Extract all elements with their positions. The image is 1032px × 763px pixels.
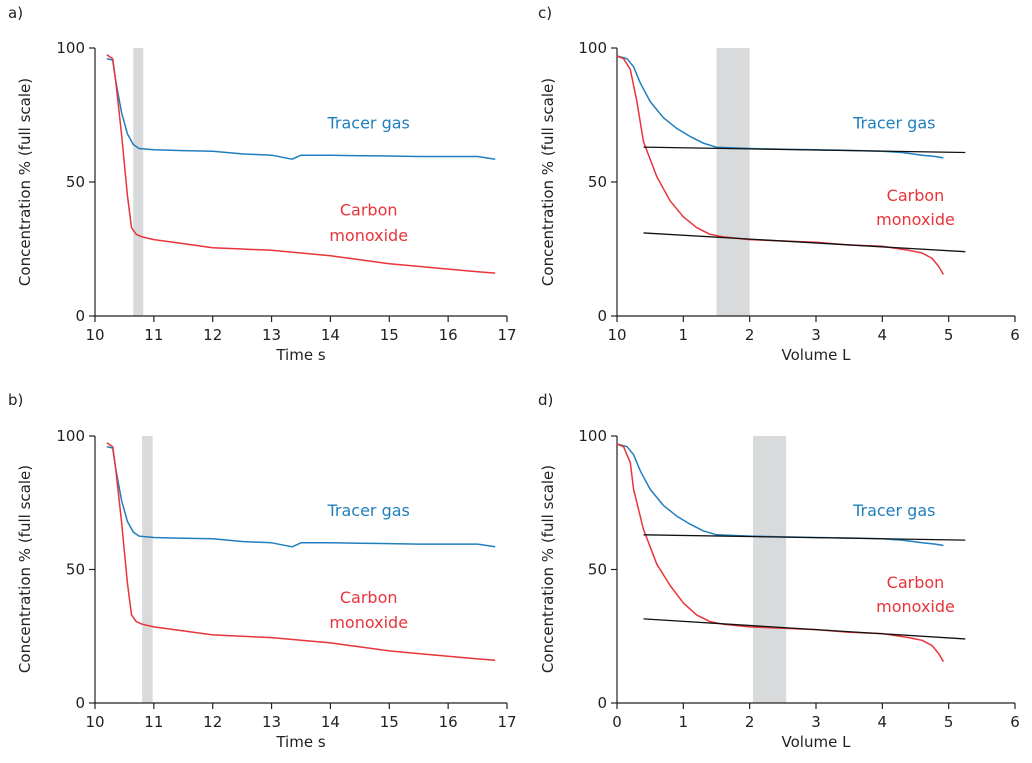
- tracer-line: [616, 55, 944, 159]
- x-tick-label: 5: [944, 326, 954, 344]
- x-axis-label: Volume L: [782, 346, 852, 364]
- y-tick-label: 0: [75, 694, 85, 712]
- y-tick-label: 50: [66, 173, 85, 191]
- fit-line: [643, 618, 966, 640]
- x-axis-label: Time s: [275, 346, 325, 364]
- x-tick-label: 1: [679, 713, 689, 731]
- x-tick-label: 4: [878, 713, 888, 731]
- x-tick-label: 13: [262, 713, 281, 731]
- shaded-band: [133, 48, 144, 316]
- y-tick-label: 100: [578, 39, 607, 57]
- series-annotation: monoxide: [329, 226, 408, 245]
- x-tick-label: 10: [85, 713, 104, 731]
- series-annotation: monoxide: [876, 210, 955, 229]
- fit-line: [643, 534, 966, 541]
- y-tick-label: 100: [56, 39, 85, 57]
- x-tick-label: 15: [380, 326, 399, 344]
- x-tick-label: 3: [811, 713, 821, 731]
- x-tick-label: 12: [203, 326, 222, 344]
- x-tick-label: 17: [497, 326, 516, 344]
- x-tick-label: 14: [321, 326, 340, 344]
- shaded-band: [716, 48, 750, 316]
- shaded-band: [752, 436, 787, 703]
- x-tick-label: 2: [745, 326, 755, 344]
- chart-panel-1: 10 11 12 13 14 15 16 17 0 50 100 Time s Concentratio…: [16, 39, 517, 364]
- x-tick-label: 5: [944, 713, 954, 731]
- chart-panel-3: 10 11 12 13 14 15 16 17 0 50 100 Time s Concentratio…: [16, 427, 517, 751]
- y-tick-label: 0: [597, 694, 607, 712]
- shaded-band: [142, 436, 153, 703]
- tracer-line: [106, 445, 496, 548]
- series-annotation: Carbon: [340, 588, 398, 607]
- y-tick-label: 0: [75, 307, 85, 325]
- y-tick-label: 0: [597, 307, 607, 325]
- fit-line: [643, 146, 966, 154]
- carbon-line: [106, 54, 496, 274]
- x-tick-label: 16: [439, 326, 458, 344]
- x-axis-label: Time s: [275, 733, 325, 751]
- series-annotation: Carbon: [887, 186, 945, 205]
- y-tick-label: 50: [66, 561, 85, 579]
- tracer-line: [106, 57, 496, 160]
- y-axis-label: Concentration % (full scale): [539, 78, 557, 286]
- panel-d-label: d): [538, 391, 554, 409]
- panel-a-label: a): [8, 4, 24, 22]
- series-annotation: Tracer gas: [326, 113, 409, 132]
- x-tick-label: 6: [1010, 326, 1020, 344]
- x-tick-label: 0: [612, 713, 622, 731]
- series-annotation: Tracer gas: [326, 501, 409, 520]
- tracer-line: [616, 443, 944, 547]
- x-tick-label: 4: [878, 326, 888, 344]
- x-tick-label: 10: [607, 326, 626, 344]
- panel-c-label: c): [538, 4, 553, 22]
- x-tick-label: 10: [85, 326, 104, 344]
- y-tick-label: 100: [578, 427, 607, 445]
- y-axis-label: Concentration % (full scale): [539, 465, 557, 673]
- x-tick-label: 15: [380, 713, 399, 731]
- chart-panel-2: 10 1 2 3 4 5 6 0 50 100 Volume L Concentration % (f…: [539, 39, 1020, 364]
- x-tick-label: 13: [262, 326, 281, 344]
- x-tick-label: 12: [203, 713, 222, 731]
- x-tick-label: 17: [497, 713, 516, 731]
- y-tick-label: 50: [588, 173, 607, 191]
- x-tick-label: 16: [439, 713, 458, 731]
- y-tick-label: 50: [588, 561, 607, 579]
- series-annotation: Tracer gas: [852, 501, 935, 520]
- x-axis-label: Volume L: [782, 733, 852, 751]
- x-tick-label: 6: [1010, 713, 1020, 731]
- series-annotation: monoxide: [876, 597, 955, 616]
- x-tick-label: 14: [321, 713, 340, 731]
- y-axis-label: Concentration % (full scale): [16, 465, 34, 673]
- series-annotation: Carbon: [887, 573, 945, 592]
- series-annotation: Carbon: [340, 201, 398, 220]
- x-tick-label: 11: [144, 326, 163, 344]
- x-tick-label: 1: [679, 326, 689, 344]
- chart-panel-4: 0 1 2 3 4 5 6 0 50 100 Volume L Concentration % (fu…: [539, 427, 1020, 751]
- panel-b-label: b): [8, 391, 24, 409]
- x-tick-label: 2: [745, 713, 755, 731]
- y-axis-label: Concentration % (full scale): [16, 78, 34, 286]
- fit-line: [643, 232, 966, 253]
- carbon-line: [616, 55, 945, 275]
- x-tick-label: 11: [144, 713, 163, 731]
- y-tick-label: 100: [56, 427, 85, 445]
- x-tick-label: 3: [811, 326, 821, 344]
- series-annotation: Tracer gas: [852, 113, 935, 132]
- series-annotation: monoxide: [329, 613, 408, 632]
- carbon-line: [106, 442, 496, 662]
